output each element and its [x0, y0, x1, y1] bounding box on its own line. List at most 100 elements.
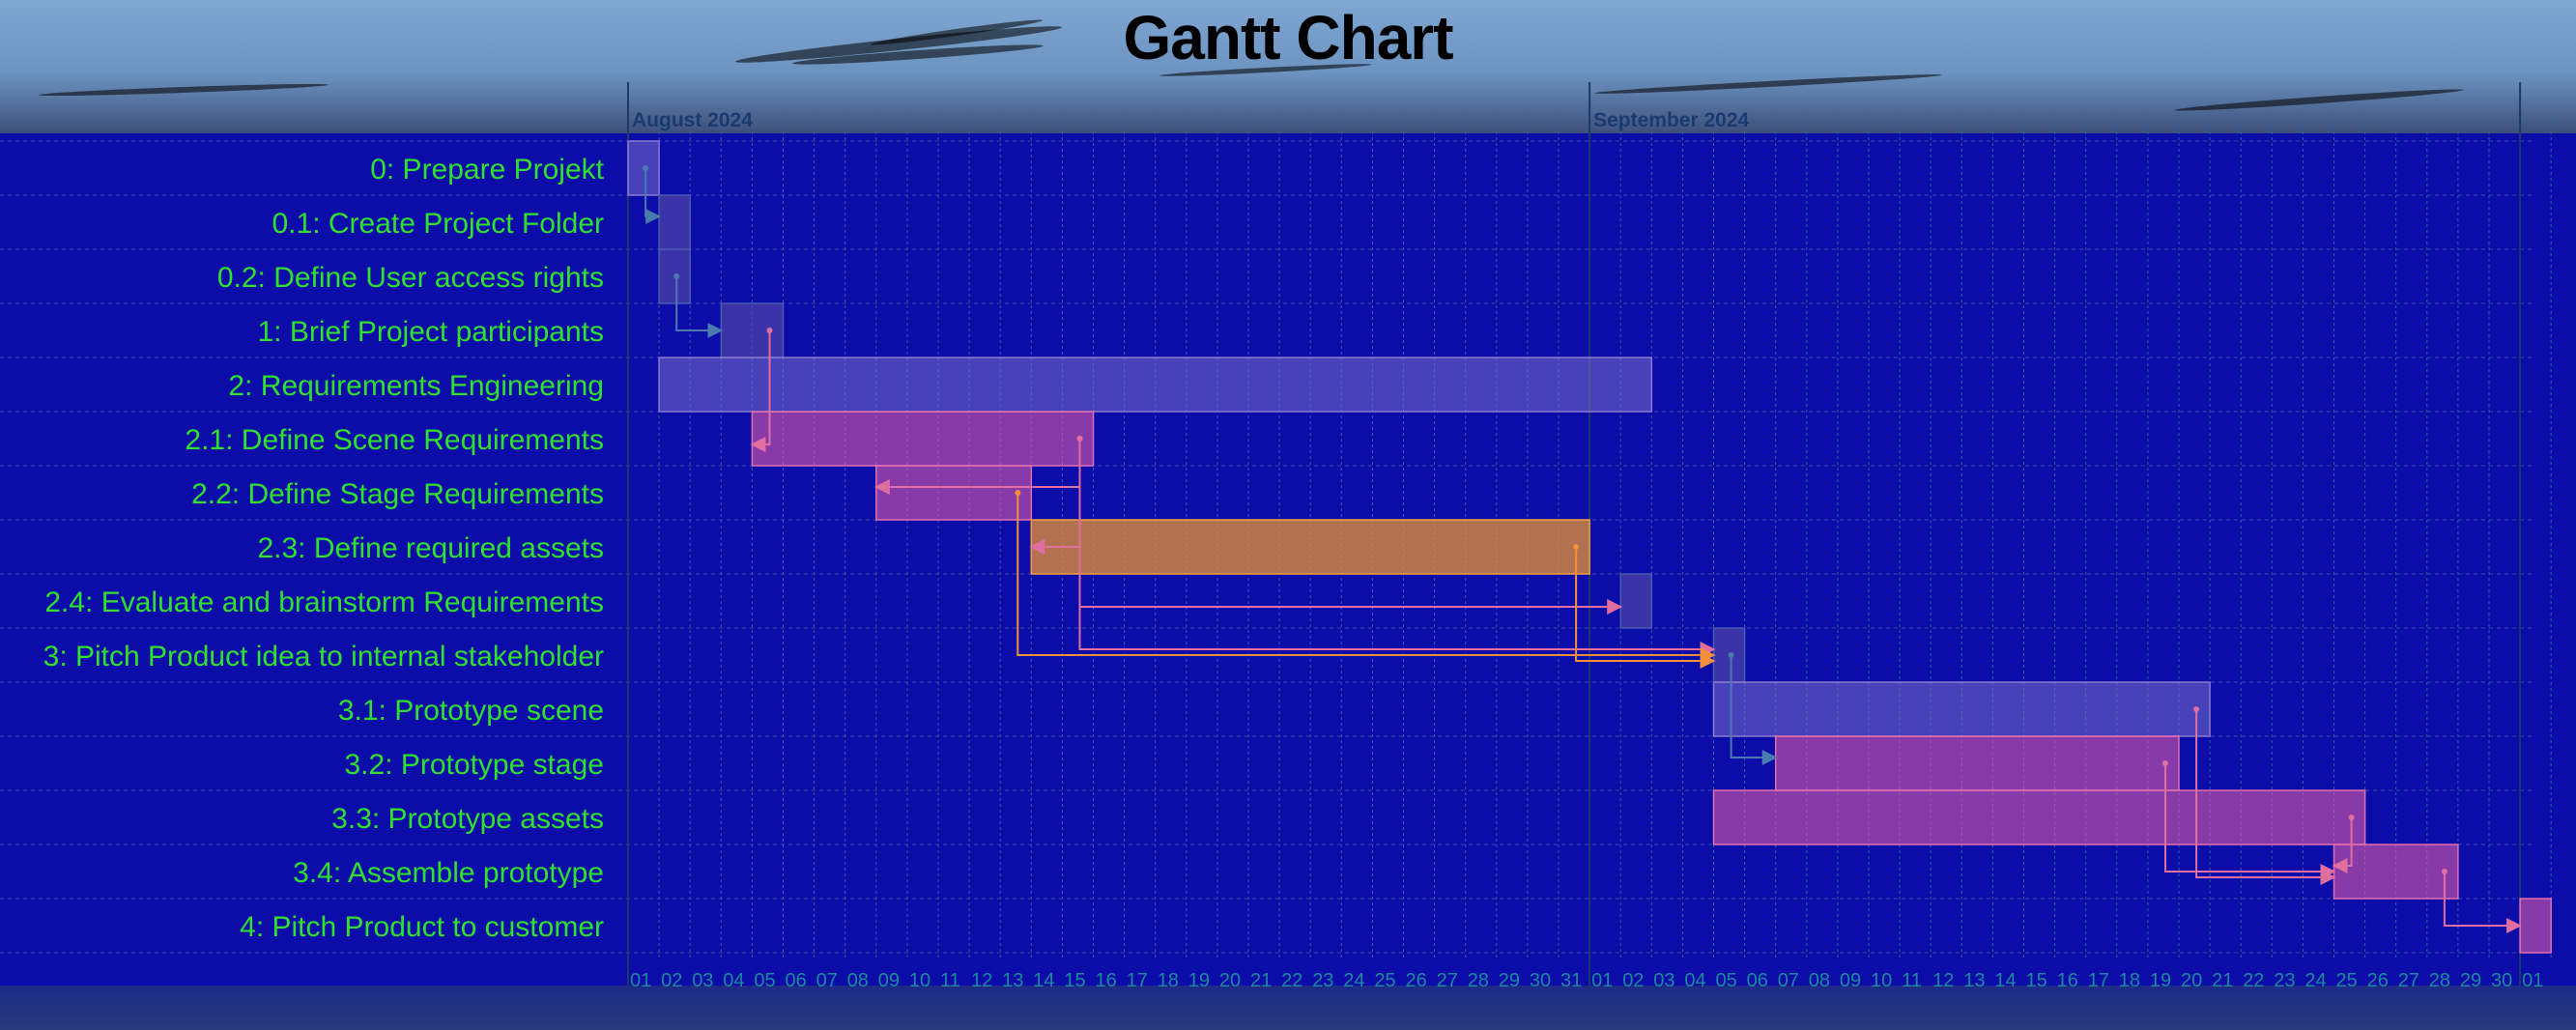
- task-label: 4: Pitch Product to customer: [240, 911, 604, 943]
- day-tick-label: 20: [1219, 970, 1241, 991]
- day-tick-label: 20: [2181, 970, 2202, 991]
- task-bar: [658, 357, 1653, 413]
- day-tick-label: 13: [1002, 970, 1023, 991]
- task-label: 2.2: Define Stage Requirements: [191, 478, 604, 510]
- day-tick-label: 29: [2460, 970, 2481, 991]
- task-label: 3.1: Prototype scene: [338, 695, 604, 727]
- dependency-arrow: [2195, 709, 2336, 885]
- dependency-origin: [2348, 815, 2355, 820]
- task-label: 2.4: Evaluate and brainstorm Requirement…: [44, 587, 604, 618]
- dependency-origin: [1015, 490, 1021, 496]
- day-tick-label: 08: [1809, 970, 1830, 991]
- day-tick-label: 26: [1406, 970, 1427, 991]
- day-tick-label: 19: [2150, 970, 2171, 991]
- dependency-origin: [1728, 652, 1734, 658]
- dependency-arrow: [675, 276, 724, 338]
- day-tick-label: 02: [661, 970, 682, 991]
- day-tick-label: 28: [1468, 970, 1489, 991]
- day-tick-label: 07: [1778, 970, 1799, 991]
- task-bar: [658, 194, 691, 250]
- dependency-origin: [2193, 706, 2200, 712]
- dependency-origin: [643, 165, 649, 171]
- day-tick-label: 14: [1033, 970, 1054, 991]
- dependency-arrow: [2332, 817, 2353, 873]
- dependency-origin: [1076, 436, 1083, 442]
- day-tick-label: 19: [1188, 970, 1210, 991]
- task-bar: [1712, 681, 2211, 737]
- day-tick-label: 31: [1560, 970, 1582, 991]
- day-tick-label: 23: [1312, 970, 1333, 991]
- day-tick-label: 06: [786, 970, 807, 991]
- day-tick-label: 30: [2491, 970, 2512, 991]
- day-tick-label: 15: [1064, 970, 1085, 991]
- task-bar: [2519, 898, 2552, 954]
- dependency-arrow: [1730, 655, 1778, 765]
- dependency-arrow: [2443, 872, 2523, 933]
- task-label: 3.4: Assemble prototype: [293, 857, 604, 889]
- day-tick-label: 18: [2119, 970, 2140, 991]
- day-tick-label: 22: [1281, 970, 1302, 991]
- header-band: [0, 0, 2576, 133]
- task-bar: [1774, 735, 2180, 791]
- task-bar: [751, 411, 1095, 467]
- footer-band: [0, 986, 2576, 1030]
- task-bar: [875, 465, 1033, 521]
- day-tick-label: 21: [2212, 970, 2233, 991]
- chart-title: Gantt Chart: [1123, 3, 1454, 72]
- day-tick-label: 30: [1530, 970, 1551, 991]
- day-tick-label: 27: [2398, 970, 2419, 991]
- day-tick-label: 02: [1622, 970, 1644, 991]
- day-tick-label: 09: [878, 970, 900, 991]
- task-label: 0.1: Create Project Folder: [272, 208, 605, 240]
- day-tick-label: 15: [2026, 970, 2047, 991]
- day-tick-label: 11: [1902, 970, 1922, 991]
- day-tick-label: 16: [1096, 970, 1117, 991]
- task-label: 0: Prepare Projekt: [370, 154, 604, 186]
- task-bar: [1712, 789, 2366, 845]
- task-bar: [720, 302, 785, 358]
- dependency-arrow: [1575, 547, 1716, 669]
- task-bar: [1619, 573, 1653, 629]
- month-label: August 2024: [632, 109, 753, 131]
- day-tick-label: 13: [1963, 970, 1985, 991]
- day-tick-label: 23: [2274, 970, 2295, 991]
- day-tick-label: 11: [940, 970, 960, 991]
- dependency-arrow: [644, 168, 662, 224]
- day-tick-label: 05: [754, 970, 775, 991]
- day-tick-label: 27: [1437, 970, 1458, 991]
- dependency-arrow: [1078, 439, 1716, 657]
- day-tick-label: 17: [2088, 970, 2109, 991]
- day-tick-label: 21: [1250, 970, 1272, 991]
- day-tick-label: 25: [2336, 970, 2358, 991]
- dependency-arrow: [750, 330, 771, 452]
- day-tick-label: 29: [1499, 970, 1520, 991]
- day-tick-label: 04: [1684, 970, 1705, 991]
- task-label: 3.2: Prototype stage: [344, 749, 604, 781]
- day-tick-label: 26: [2367, 970, 2389, 991]
- dependency-origin: [1573, 544, 1580, 550]
- day-tick-label: 24: [2304, 970, 2326, 991]
- day-tick-label: 22: [2243, 970, 2264, 991]
- day-tick-label: 17: [1127, 970, 1148, 991]
- task-label: 3: Pitch Product idea to internal stakeh…: [43, 641, 604, 672]
- day-tick-label: 01: [1591, 970, 1613, 991]
- day-tick-label: 03: [692, 970, 713, 991]
- dependency-origin: [2162, 760, 2168, 766]
- day-tick-label: 01: [2522, 970, 2543, 991]
- task-label: 2: Requirements Engineering: [228, 370, 604, 402]
- dependency-arrow: [1016, 493, 1716, 663]
- day-tick-label: 07: [816, 970, 838, 991]
- day-tick-label: 06: [1747, 970, 1768, 991]
- task-label: 2.1: Define Scene Requirements: [185, 424, 604, 456]
- day-tick-label: 12: [971, 970, 992, 991]
- dependency-arrow: [2164, 763, 2336, 879]
- day-tick-label: 01: [630, 970, 651, 991]
- month-label: September 2024: [1593, 109, 1749, 131]
- day-tick-label: 09: [1840, 970, 1861, 991]
- task-label: 3.3: Prototype assets: [331, 803, 604, 835]
- task-label: 0.2: Define User access rights: [217, 262, 604, 294]
- day-tick-label: 16: [2057, 970, 2078, 991]
- task-label: 1: Brief Project participants: [258, 316, 605, 348]
- day-tick-label: 12: [1932, 970, 1954, 991]
